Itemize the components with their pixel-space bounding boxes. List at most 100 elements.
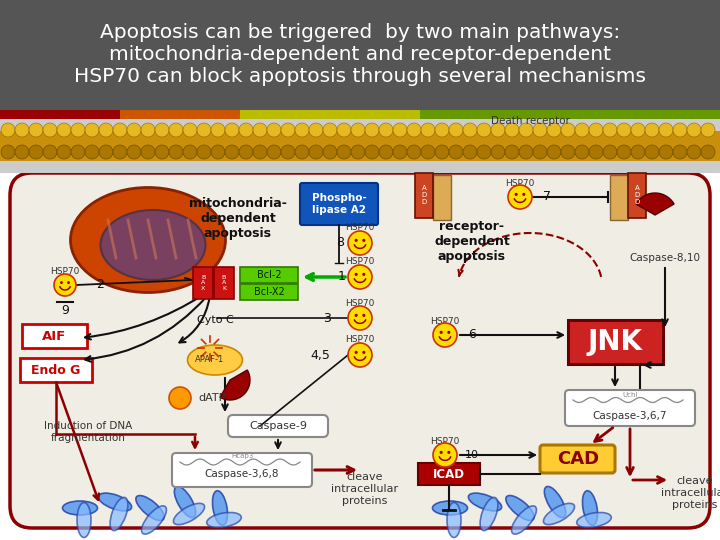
Text: cleave
intracellular
proteins: cleave intracellular proteins	[331, 472, 399, 505]
Circle shape	[281, 123, 295, 137]
Ellipse shape	[506, 496, 534, 521]
Bar	[193, 267, 213, 299]
Circle shape	[447, 331, 451, 334]
Circle shape	[491, 145, 505, 159]
Circle shape	[617, 123, 631, 137]
Circle shape	[393, 123, 407, 137]
Circle shape	[348, 306, 372, 330]
Circle shape	[435, 123, 449, 137]
Bar	[240, 110, 420, 119]
Circle shape	[309, 123, 323, 137]
Circle shape	[141, 145, 155, 159]
Circle shape	[155, 145, 169, 159]
Bar	[0, 131, 720, 161]
Text: ICAD: ICAD	[433, 468, 465, 481]
Circle shape	[197, 145, 211, 159]
Circle shape	[603, 123, 617, 137]
Circle shape	[323, 123, 337, 137]
Text: Caspase-3,6,8: Caspase-3,6,8	[204, 469, 279, 479]
Circle shape	[239, 145, 253, 159]
Circle shape	[348, 343, 372, 367]
Circle shape	[15, 123, 29, 137]
Circle shape	[57, 145, 71, 159]
Circle shape	[211, 145, 225, 159]
Circle shape	[323, 145, 337, 159]
Bar	[240, 284, 298, 300]
Circle shape	[533, 145, 547, 159]
Ellipse shape	[511, 506, 536, 534]
Circle shape	[701, 145, 715, 159]
Circle shape	[29, 123, 43, 137]
Circle shape	[519, 145, 533, 159]
Ellipse shape	[174, 487, 196, 517]
Text: AIF: AIF	[42, 329, 66, 342]
Bar	[420, 110, 720, 119]
Text: A
D
D: A D D	[421, 185, 427, 205]
Text: 9: 9	[61, 303, 69, 316]
Polygon shape	[220, 370, 250, 400]
Ellipse shape	[433, 501, 467, 515]
Circle shape	[253, 145, 267, 159]
Bar	[433, 175, 451, 220]
Text: Caspase-8,10: Caspase-8,10	[629, 253, 701, 263]
Circle shape	[141, 123, 155, 137]
Bar	[22, 324, 87, 348]
Text: Endo G: Endo G	[31, 363, 81, 376]
Ellipse shape	[136, 496, 164, 521]
Text: Phospho-
lipase A2: Phospho- lipase A2	[312, 193, 366, 215]
Bar	[240, 267, 298, 283]
Circle shape	[351, 145, 365, 159]
Circle shape	[355, 239, 358, 242]
Ellipse shape	[77, 503, 91, 537]
Circle shape	[169, 145, 183, 159]
Circle shape	[57, 123, 71, 137]
Bar	[568, 320, 663, 364]
Circle shape	[575, 145, 589, 159]
Circle shape	[645, 123, 659, 137]
Text: CAD: CAD	[557, 450, 599, 468]
Circle shape	[43, 145, 57, 159]
Text: cleave
intracellular
proteins: cleave intracellular proteins	[662, 476, 720, 510]
Text: HSP70: HSP70	[431, 318, 459, 327]
Circle shape	[687, 123, 701, 137]
Bar	[214, 267, 234, 299]
FancyBboxPatch shape	[228, 415, 328, 437]
Text: Apoptosis can be triggered  by two main pathways:
mitochondria-dependent and rec: Apoptosis can be triggered by two main p…	[74, 24, 646, 86]
Circle shape	[71, 123, 85, 137]
Bar	[0, 119, 720, 131]
Circle shape	[589, 145, 603, 159]
Circle shape	[421, 145, 435, 159]
Bar	[628, 173, 646, 218]
Ellipse shape	[544, 487, 566, 517]
Text: HSP70: HSP70	[346, 224, 374, 233]
Circle shape	[477, 123, 491, 137]
Ellipse shape	[480, 497, 498, 531]
Circle shape	[393, 145, 407, 159]
Text: Caspase-9: Caspase-9	[249, 421, 307, 431]
Text: B
A
X: B A X	[201, 275, 205, 291]
Polygon shape	[636, 193, 674, 215]
Circle shape	[281, 145, 295, 159]
Circle shape	[362, 239, 366, 242]
Text: HSP70: HSP70	[346, 258, 374, 267]
Circle shape	[71, 145, 85, 159]
Ellipse shape	[142, 506, 166, 534]
Circle shape	[515, 193, 518, 196]
Circle shape	[355, 273, 358, 276]
Circle shape	[337, 123, 351, 137]
Circle shape	[407, 145, 421, 159]
Circle shape	[197, 123, 211, 137]
Circle shape	[477, 145, 491, 159]
Ellipse shape	[212, 491, 228, 525]
Circle shape	[673, 145, 687, 159]
Circle shape	[440, 451, 443, 454]
Ellipse shape	[110, 497, 128, 531]
Circle shape	[575, 123, 589, 137]
Text: 7: 7	[543, 191, 551, 204]
Bar	[418, 463, 480, 485]
Ellipse shape	[207, 512, 241, 528]
Circle shape	[225, 123, 239, 137]
Circle shape	[362, 351, 366, 354]
FancyBboxPatch shape	[540, 445, 615, 473]
Circle shape	[433, 443, 457, 467]
